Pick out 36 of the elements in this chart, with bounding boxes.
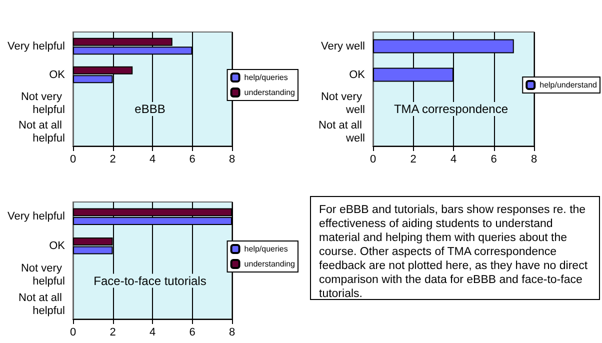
y-tick-label: Not very helpful [20,262,65,288]
y-tick-label: OK [49,240,66,252]
x-tick-label: 6 [189,326,196,338]
text: TMA correspondence [394,102,508,116]
y-tick-label: Very helpful [8,40,65,52]
x-tick-label: 0 [70,326,76,338]
x-tick-label: 0 [370,154,376,166]
y-tick-label: Not at all helpful [18,292,65,317]
x-tick-label: 4 [149,154,156,166]
x-tick-label: 8 [530,154,538,166]
legend-label: help/understand [540,80,598,90]
text: eBBB [134,102,166,116]
text: Face-to-face tutorials [94,274,206,288]
x-tick-label: 8 [228,326,236,338]
legend-label: understanding [244,88,296,97]
y-tick-label: Not at all well [318,119,365,144]
x-tick-label: 2 [110,154,116,166]
x-tick-label: 4 [149,326,156,338]
y-tick-label: OK [49,68,66,81]
x-tick-label: 0 [70,154,76,166]
x-tick-label: 2 [110,326,116,338]
legend-label: understanding [244,260,296,268]
y-tick-label: Not very well [320,90,365,116]
y-tick-label: Not at all helpful [18,119,65,144]
x-tick-label: 8 [228,154,236,166]
x-tick-label: 2 [410,154,416,166]
x-tick-label: 4 [450,154,457,166]
x-tick-label: 6 [189,154,196,166]
legend-label: help/queries [244,244,288,254]
y-tick-label: Not very helpful [20,90,65,116]
y-tick-label: Very helpful [8,210,65,223]
legend-label: help/queries [244,73,288,82]
y-tick-label: Very well [320,40,365,52]
x-tick-label: 6 [490,154,497,166]
text: For eBBB and tutorials, bars show responses re. the effectiveness of aiding students to understand material and helping them with queries about the course. Other aspects of TMA correspondence feedback are not plotted here, as they have no direct comparison with the data for eBBB and face-to-face tutorials. [319,203,589,301]
y-tick-label: OK [349,68,366,81]
